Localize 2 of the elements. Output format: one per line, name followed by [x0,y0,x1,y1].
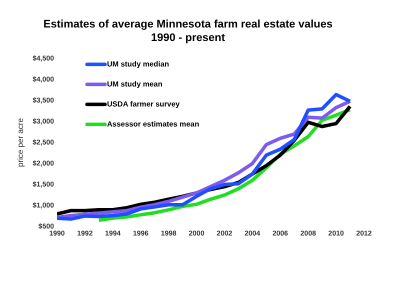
chart-title: Estimates of average Minnesota farm real estate values 1990 - present [43,18,333,44]
y-axis-title: price per acre [16,118,26,167]
